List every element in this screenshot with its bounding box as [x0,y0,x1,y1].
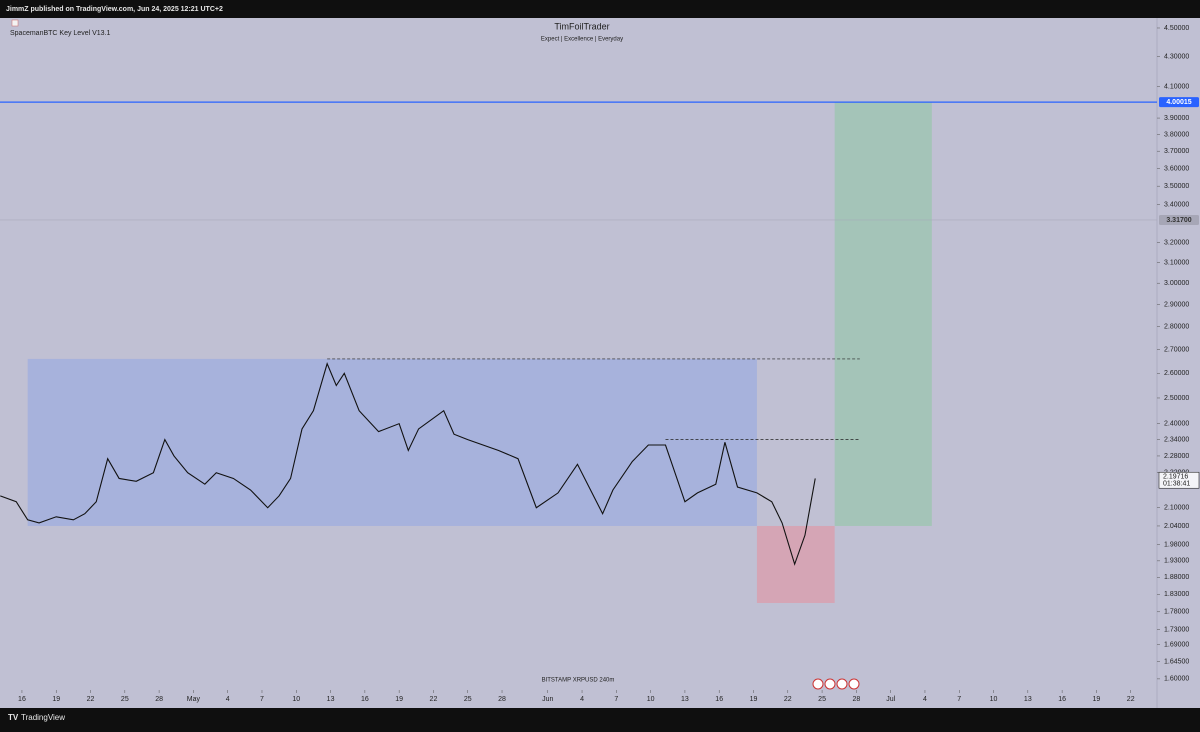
y-tick-label: 3.80000 [1164,131,1189,138]
x-tick-label: 19 [52,696,60,703]
y-tick-label: 3.10000 [1164,259,1189,266]
y-tick-label: 4.30000 [1164,53,1189,60]
x-tick-label: 28 [852,696,860,703]
flag-icon [11,19,19,27]
y-tick-label: 1.73000 [1164,627,1189,634]
y-tick-label: 3.70000 [1164,148,1189,155]
event-icon [812,678,824,690]
level-tag-text: 3.31700 [1166,217,1191,224]
x-tick-label: 28 [155,696,163,703]
x-tick-label: 22 [784,696,792,703]
y-tick-label: 3.90000 [1164,115,1189,122]
y-tick-label: 2.80000 [1164,323,1189,330]
price-axis [1157,18,1200,690]
x-tick-label: 7 [957,696,961,703]
position-box [756,525,835,604]
countdown: 01:38:41 [1163,481,1190,488]
y-tick-label: 1.98000 [1164,542,1189,549]
y-tick-label: 1.78000 [1164,609,1189,616]
y-tick-label: 2.40000 [1164,421,1189,428]
indicator-name: SpacemanBTC Key Level V13.1 [10,30,110,37]
y-tick-label: 3.40000 [1164,201,1189,208]
x-tick-label: 10 [647,696,655,703]
y-tick-label: 3.00000 [1164,280,1189,287]
x-tick-label: 16 [1058,696,1066,703]
event-icon [848,678,860,690]
x-tick-label: 4 [226,696,230,703]
x-tick-label: 22 [430,696,438,703]
x-tick-label: 19 [395,696,403,703]
y-tick-label: 2.70000 [1164,346,1189,353]
x-tick-label: 16 [18,696,26,703]
x-tick-label: 25 [464,696,472,703]
y-tick-label: 1.64500 [1164,658,1189,665]
top-bar [0,0,1200,18]
y-tick-label: 1.88000 [1164,574,1189,581]
last-price-tag [1158,471,1200,489]
x-tick-label: 4 [923,696,927,703]
x-tick-label: 25 [121,696,129,703]
y-tick-label: 4.10000 [1164,83,1189,90]
y-tick-label: 2.10000 [1164,505,1189,512]
symbol-label: BITSTAMP XRPUSD 240m [542,678,615,684]
level-tag-text: 4.00015 [1166,99,1191,106]
x-tick-label: 16 [361,696,369,703]
x-tick-label: 13 [681,696,689,703]
x-tick-label: 22 [87,696,95,703]
brand: TradingView [21,713,65,722]
y-tick-label: 1.83000 [1164,591,1189,598]
y-tick-label: 1.93000 [1164,558,1189,565]
y-tick-label: 4.50000 [1164,25,1189,32]
y-tick-label: 2.34000 [1164,436,1189,443]
tv-logo: TV [8,713,19,722]
y-tick-label: 3.50000 [1164,183,1189,190]
x-tick-label: 22 [1127,696,1135,703]
y-tick-label: 2.60000 [1164,370,1189,377]
x-tick-label: 13 [327,696,335,703]
chart-layer [0,101,1157,604]
event-icons [812,678,860,690]
position-box [834,102,932,526]
event-icon [824,678,836,690]
y-tick-label: 2.50000 [1164,395,1189,402]
chart-title: TimFoilTrader [554,21,609,31]
event-icon [836,678,848,690]
price-line [0,362,816,566]
x-tick-label: 16 [715,696,723,703]
last-price: 2.19716 [1163,474,1188,481]
x-tick-label: 13 [1024,696,1032,703]
y-tick-label: 2.90000 [1164,301,1189,308]
x-tick-label: 25 [818,696,826,703]
y-tick-label: 1.60000 [1164,676,1189,683]
y-tick-label: 1.69000 [1164,641,1189,648]
x-tick-label: 10 [990,696,998,703]
x-tick-label: 19 [1093,696,1101,703]
y-tick-label: 3.60000 [1164,165,1189,172]
x-tick-label: 4 [580,696,584,703]
x-tick-label: 7 [260,696,264,703]
chart-subtitle: Expect | Excellence | Everyday [541,37,623,43]
y-tick-label: 3.20000 [1164,239,1189,246]
x-tick-label: Jul [886,696,895,703]
y-tick-label: 2.28000 [1164,453,1189,460]
x-tick-label: 19 [750,696,758,703]
level-tag [1159,214,1199,225]
x-tick-label: 7 [614,696,618,703]
plot-area [0,18,1157,690]
x-tick-label: 28 [498,696,506,703]
x-tick-label: 10 [292,696,300,703]
x-tick-label: May [187,696,201,703]
time-axis [0,690,1200,708]
footer [0,708,1200,727]
x-tick-label: Jun [542,696,553,703]
level-tag [1159,97,1199,108]
position-box [27,358,757,526]
y-tick-label: 2.04000 [1164,523,1189,530]
publisher: JimmZ published on TradingView.com, Jun … [6,6,223,13]
